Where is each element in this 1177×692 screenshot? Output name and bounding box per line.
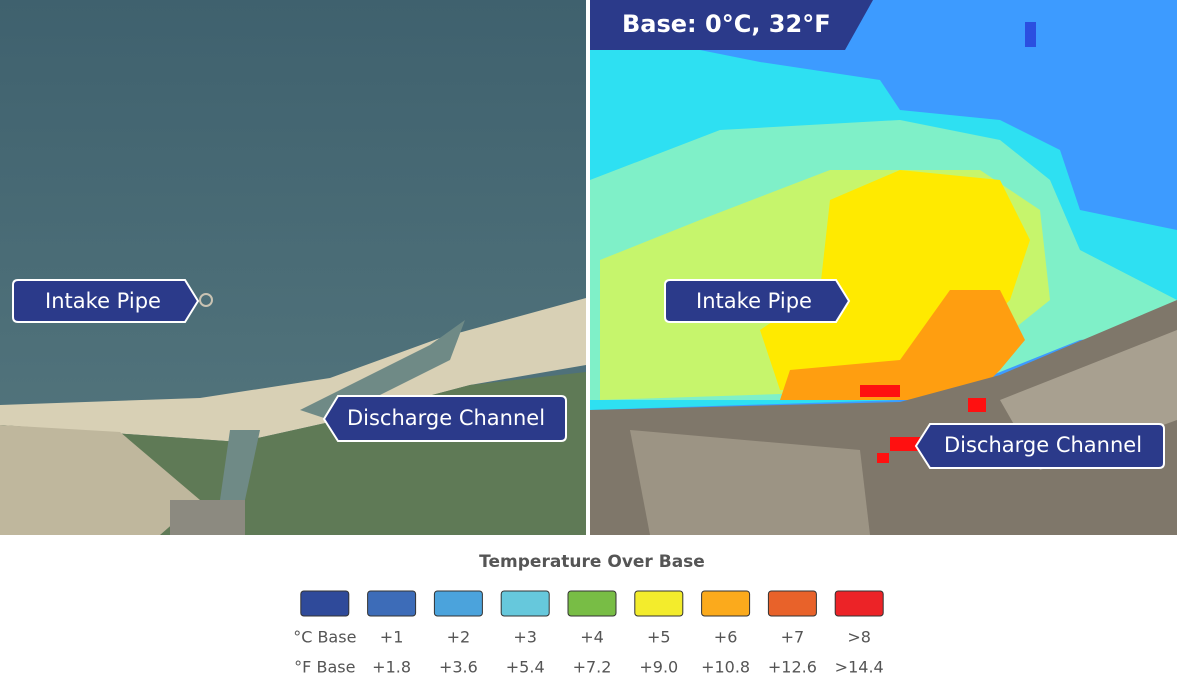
callout-label: Discharge Channel	[347, 406, 545, 430]
legend-fahrenheit: +1.8	[372, 658, 411, 677]
legend-celsius: >8	[847, 628, 871, 647]
callout: Intake Pipe	[664, 279, 851, 323]
legend-swatch	[701, 590, 751, 617]
legend-celsius: +1	[380, 628, 404, 647]
callout-label: Intake Pipe	[45, 289, 161, 313]
legend-celsius: +5	[647, 628, 671, 647]
legend-swatch	[300, 590, 350, 617]
legend-fahrenheit: °F Base	[294, 658, 355, 677]
legend-title: Temperature Over Base	[479, 552, 705, 572]
callout-label: Discharge Channel	[944, 433, 1142, 457]
legend-fahrenheit: +12.6	[768, 658, 817, 677]
legend-celsius: +7	[781, 628, 805, 647]
legend-swatch	[634, 590, 684, 617]
legend-fahrenheit: >14.4	[835, 658, 884, 677]
legend-fahrenheit: +9.0	[639, 658, 678, 677]
callout: Discharge Channel	[322, 395, 567, 442]
legend-fahrenheit: +5.4	[506, 658, 545, 677]
callout: Discharge Channel	[914, 423, 1165, 469]
legend: °C Base °F Base +1 +1.8 +2 +3.6 +3 +5.4 +4 +7.2 +5…	[293, 590, 884, 677]
callout-label: Intake Pipe	[696, 289, 812, 313]
legend-swatch	[834, 590, 884, 617]
callout: Intake Pipe	[12, 279, 200, 323]
legend-swatch	[433, 590, 483, 617]
legend-fahrenheit: +7.2	[573, 658, 612, 677]
legend-swatch	[500, 590, 550, 617]
base-badge: Base: 0°C, 32°F	[622, 10, 831, 38]
satellite-panel	[0, 0, 586, 535]
legend-celsius: +3	[513, 628, 537, 647]
legend-celsius: °C Base	[293, 628, 356, 647]
legend-celsius: +4	[580, 628, 604, 647]
legend-swatch	[567, 590, 617, 617]
legend-swatch	[767, 590, 817, 617]
legend-fahrenheit: +10.8	[701, 658, 750, 677]
legend-swatch	[367, 590, 417, 617]
legend-celsius: +6	[714, 628, 738, 647]
legend-fahrenheit: +3.6	[439, 658, 478, 677]
legend-celsius: +2	[447, 628, 471, 647]
